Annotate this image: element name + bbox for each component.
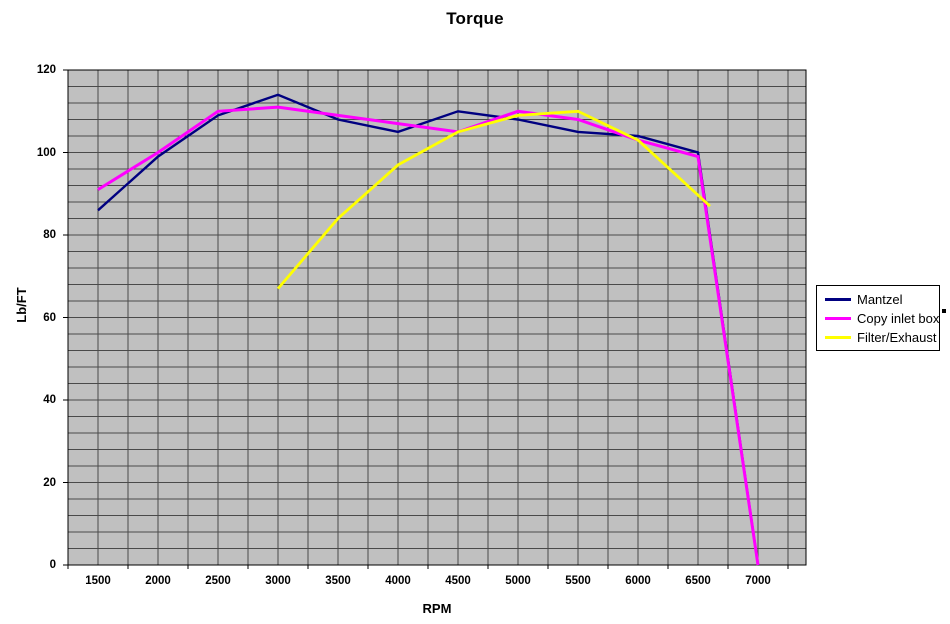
x-tick-label: 4000 (385, 575, 411, 587)
x-tick-label: 6500 (685, 575, 711, 587)
y-tick-label: 120 (36, 64, 56, 76)
y-tick-label: 60 (43, 311, 56, 324)
x-tick-label: 3000 (265, 575, 291, 587)
series-line-filter-exhaust (276, 109, 711, 290)
chart-title: Torque (446, 9, 504, 28)
x-tick-label: 2500 (205, 575, 231, 587)
y-tick-label: 100 (36, 146, 56, 159)
x-tick-label: 3500 (325, 575, 351, 587)
x-tick-label: 6000 (625, 575, 651, 587)
legend-line-swatch-icon (825, 316, 851, 320)
legend-item-label: Mantzel (857, 291, 903, 307)
legend-item: Copy inlet box (825, 309, 939, 327)
y-tick-label: 20 (43, 476, 56, 489)
legend-selection-handle-icon (942, 309, 946, 313)
legend: Mantzel Copy inlet box Filter/Exhaust (816, 285, 940, 351)
legend-item-label: Copy inlet box (857, 310, 940, 326)
y-tick-label: 0 (49, 559, 56, 571)
x-tick-label: 4500 (445, 575, 471, 587)
legend-item: Mantzel (825, 290, 939, 308)
legend-line-swatch-icon (825, 297, 851, 301)
series-line-copy-inlet-box (97, 105, 760, 566)
x-axis-title: RPM (422, 601, 452, 616)
series-line-mantzel (97, 93, 760, 566)
y-tick-label: 80 (43, 229, 56, 241)
y-tick-label: 40 (43, 394, 56, 406)
x-tick-label: 2000 (145, 575, 171, 587)
x-tick-label: 7000 (745, 575, 771, 587)
legend-line-swatch-icon (825, 335, 851, 339)
x-tick-label: 5000 (505, 575, 531, 587)
y-axis-title: Lb/FT (14, 287, 29, 323)
legend-item-label: Filter/Exhaust (857, 329, 937, 345)
x-tick-label: 1500 (85, 575, 111, 587)
legend-item: Filter/Exhaust (825, 328, 939, 346)
x-tick-label: 5500 (565, 575, 591, 587)
